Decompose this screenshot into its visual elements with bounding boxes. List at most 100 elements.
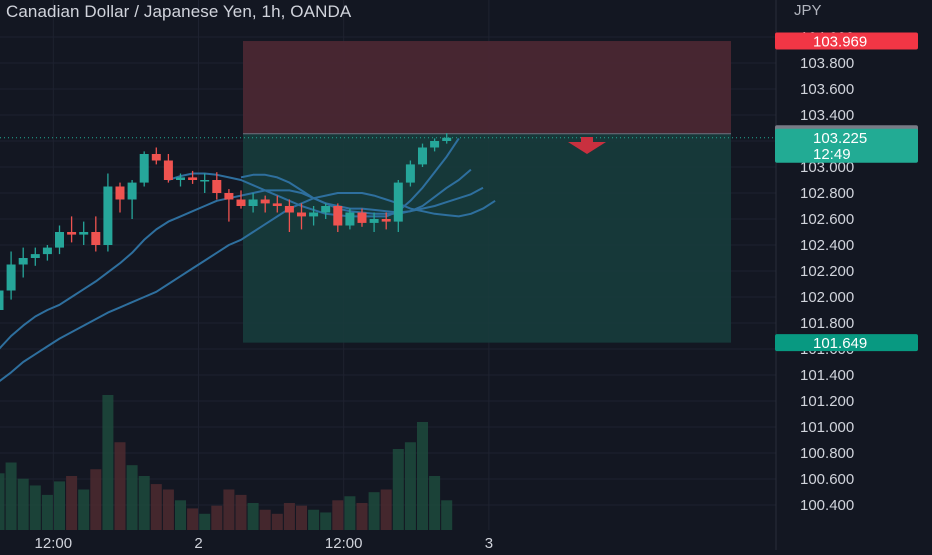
candle-body <box>212 180 222 193</box>
candle-body <box>176 177 185 180</box>
candle-body <box>405 164 415 183</box>
target-price-badge <box>775 334 918 352</box>
candle-body <box>333 206 343 226</box>
volume-bar <box>417 422 428 530</box>
volume-bar <box>404 442 416 530</box>
candle-body <box>260 199 270 204</box>
volume-bar <box>114 442 126 530</box>
symbol-title: Canadian Dollar / Japanese Yen, 1h, OAND… <box>6 2 352 21</box>
stop-loss-zone <box>243 41 731 134</box>
volume-bars <box>0 395 453 530</box>
volume-bar <box>441 500 453 530</box>
time-tick-label: 12:00 <box>35 535 73 550</box>
candle-body <box>127 182 137 200</box>
candle-body <box>297 212 306 217</box>
candle-body <box>418 147 427 165</box>
volume-bar <box>283 503 295 530</box>
moving-average-line <box>240 168 472 215</box>
candle-body <box>236 199 246 206</box>
volume-bar <box>223 489 235 530</box>
candle-body <box>284 206 294 213</box>
volume-bar <box>175 500 186 530</box>
price-tick-label: 102.000 <box>800 289 854 306</box>
price-tick-label: 102.600 <box>800 211 854 228</box>
price-tick-label: 100.600 <box>800 471 854 488</box>
candle-body <box>67 232 77 235</box>
volume-bar <box>102 395 114 530</box>
last-price-badge-countdown: 12:49 <box>813 146 851 163</box>
candle-body <box>381 219 391 222</box>
price-tick-label: 102.800 <box>800 185 854 202</box>
volume-bar <box>308 509 320 530</box>
candle-body <box>103 186 113 245</box>
volume-bar <box>320 512 332 530</box>
volume-bar <box>344 496 356 530</box>
volume-bar <box>429 476 441 530</box>
position-tool[interactable] <box>0 41 776 343</box>
volume-bar <box>332 500 344 530</box>
moving-average-line <box>0 192 496 382</box>
price-tick-label: 102.200 <box>800 263 854 280</box>
volume-bar <box>368 492 380 530</box>
last-price-badge-text: 103.225 <box>813 130 867 147</box>
candle-body <box>42 247 52 255</box>
time-axis[interactable]: 12:00 2 12:00 3 <box>35 535 494 552</box>
candle-body <box>248 199 258 206</box>
volume-bar <box>90 469 102 530</box>
sell-arrow-icon <box>568 142 606 154</box>
candle-body <box>30 254 40 258</box>
candlesticks <box>0 133 452 310</box>
candle-body <box>321 206 331 213</box>
volume-bar <box>17 478 29 530</box>
candle-body <box>272 203 282 206</box>
candle-body <box>55 232 64 248</box>
sell-arrow-stem <box>581 137 593 143</box>
currency-label: JPY <box>794 2 822 19</box>
time-tick-label: 2 <box>194 535 202 550</box>
volume-bar <box>162 489 174 530</box>
stop-price-badge <box>775 32 918 50</box>
volume-bar <box>29 485 41 530</box>
target-price-badge-text: 101.649 <box>813 335 867 352</box>
candle-body <box>345 212 355 226</box>
price-tick-label: 103.000 <box>800 159 854 176</box>
candle-body <box>309 212 319 217</box>
volume-bar <box>78 489 90 530</box>
volume-bar <box>126 465 138 530</box>
candle-body <box>151 154 161 161</box>
candle-body <box>224 193 234 200</box>
volume-bar <box>235 494 247 530</box>
volume-bar <box>356 503 368 530</box>
candle-body <box>430 141 440 148</box>
candle-body <box>0 290 4 310</box>
volume-bar <box>296 505 307 530</box>
volume-bar <box>380 489 392 530</box>
price-tick-label: 103.800 <box>800 55 854 72</box>
time-tick-label: 12:00 <box>325 535 363 550</box>
volume-bar <box>138 476 150 530</box>
volume-bar <box>211 505 223 530</box>
candle-body <box>442 137 452 141</box>
candle-body <box>91 232 101 245</box>
time-tick-label: 3 <box>485 535 493 550</box>
candle-body <box>369 219 379 223</box>
candle-body <box>18 258 28 265</box>
candle-body <box>188 177 198 180</box>
price-tick-label: 101.400 <box>800 367 854 384</box>
volume-bar <box>54 481 65 530</box>
candle-body <box>163 160 173 180</box>
candle-body <box>6 264 16 291</box>
last-price-badge <box>775 128 918 163</box>
candle-body <box>393 182 403 222</box>
volume-bar <box>247 503 259 530</box>
volume-bar <box>5 462 17 530</box>
volume-bar <box>66 476 78 530</box>
stop-price-badge-text: 103.969 <box>813 34 867 51</box>
volume-bar <box>0 473 5 530</box>
candle-body <box>357 212 367 223</box>
price-tick-label: 101.200 <box>800 393 854 410</box>
candle-body <box>139 154 149 183</box>
